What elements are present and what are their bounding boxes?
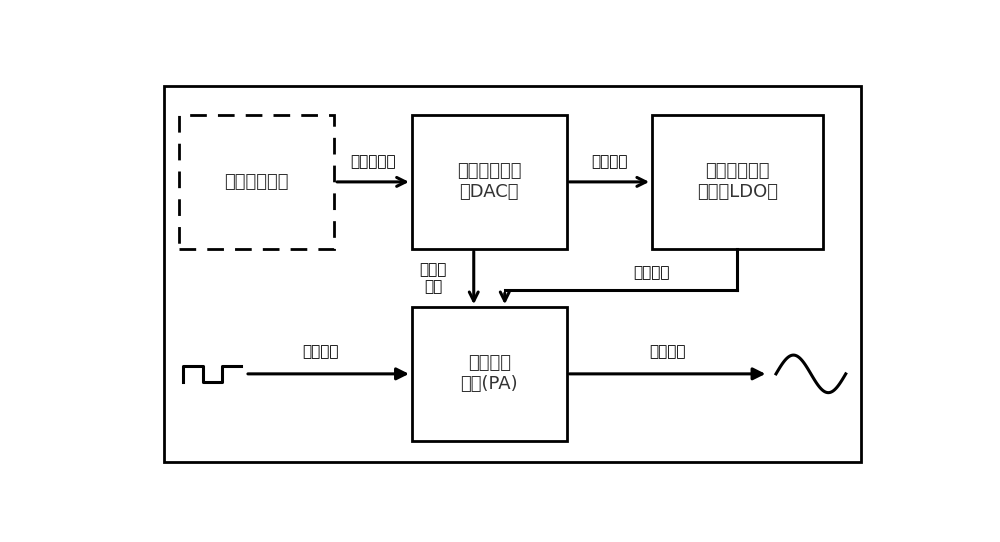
Bar (652, 115, 822, 249)
Text: 输出信号: 输出信号 (649, 344, 686, 359)
Text: 功率控制字: 功率控制字 (350, 154, 396, 169)
Text: 漏极电压: 漏极电压 (634, 265, 670, 280)
Text: 数字控制模块: 数字控制模块 (224, 173, 289, 191)
Bar (412, 307, 567, 441)
Bar (179, 115, 334, 249)
Text: 功率放大
模块(PA): 功率放大 模块(PA) (460, 354, 518, 393)
Bar (412, 115, 567, 249)
Text: 参考电压: 参考电压 (591, 154, 628, 169)
Text: 输入信号: 输入信号 (302, 344, 339, 359)
Text: 低压差线性稳
压器（LDO）: 低压差线性稳 压器（LDO） (697, 163, 778, 201)
Text: 数模转换模块
（DAC）: 数模转换模块 （DAC） (457, 163, 522, 201)
Text: 占空比
调节: 占空比 调节 (419, 262, 447, 294)
